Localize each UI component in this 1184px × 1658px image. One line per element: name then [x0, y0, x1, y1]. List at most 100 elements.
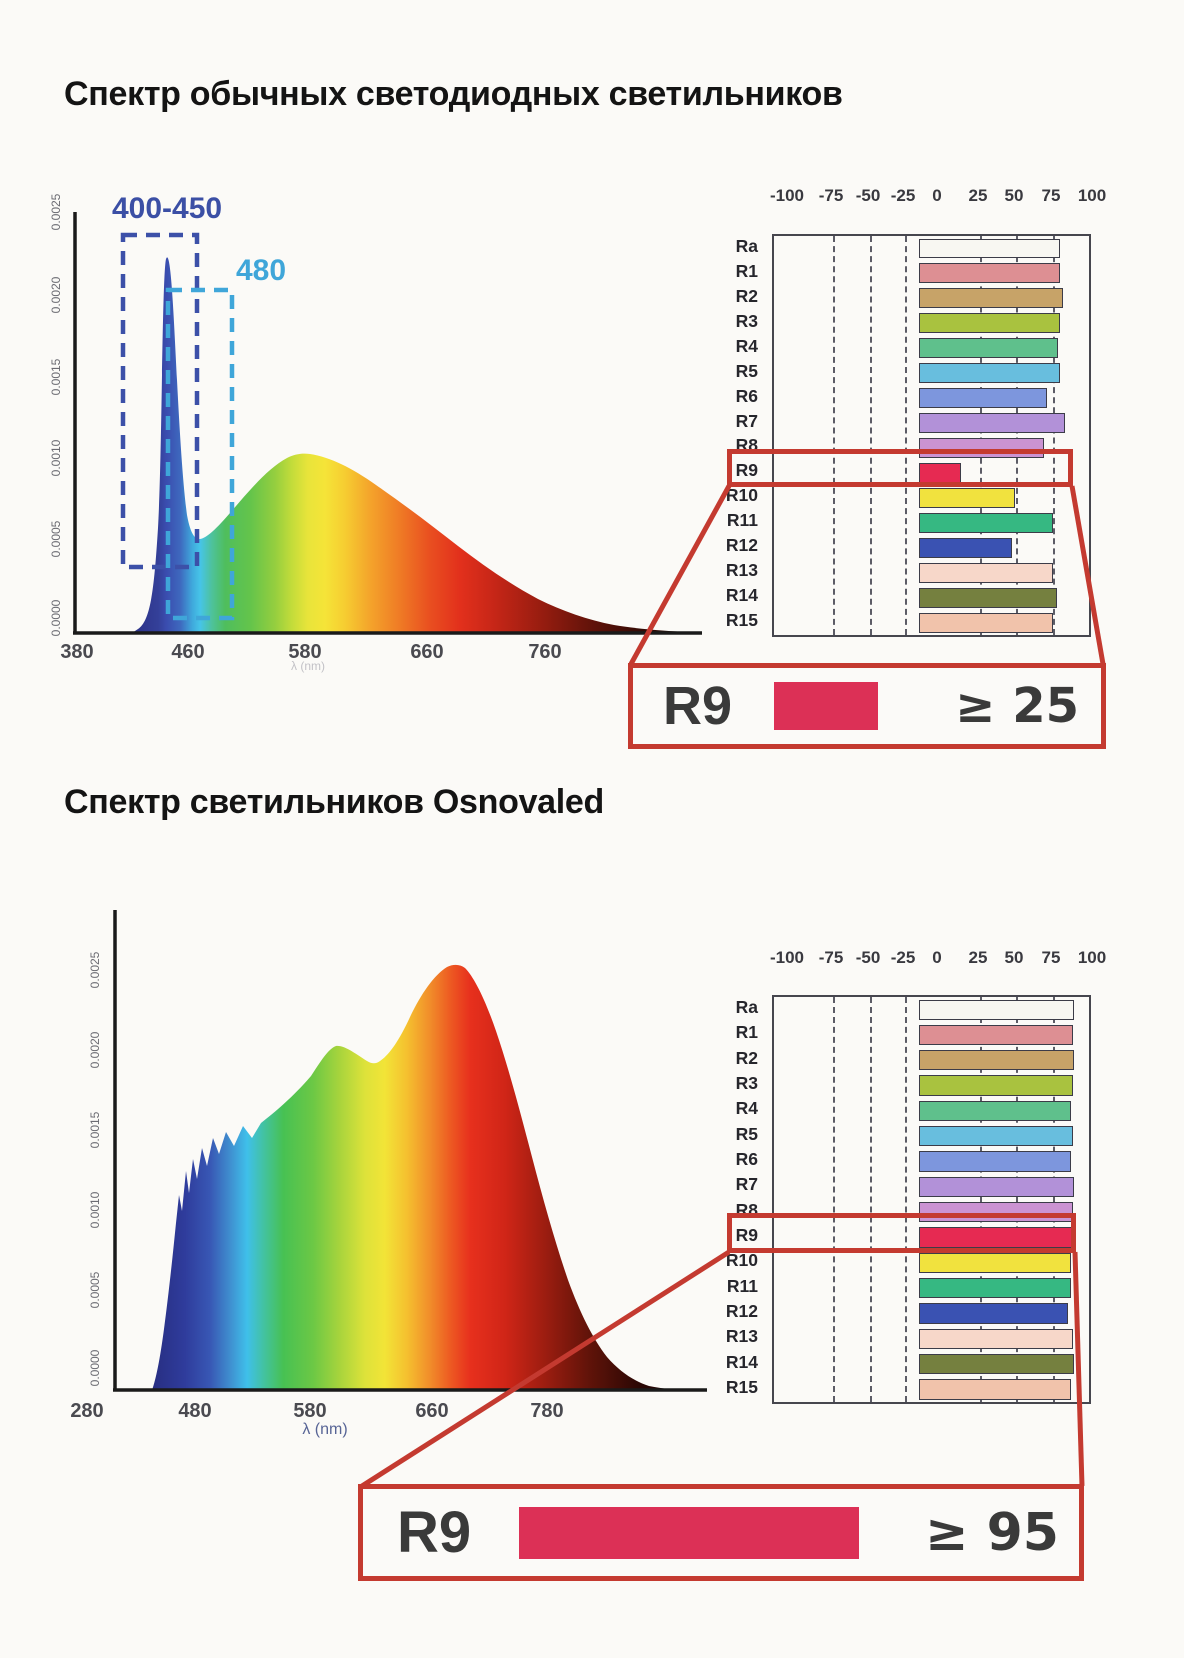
cri-row-labels: Ra R1 R2 R3 R4 R5 R6 R7 R8 R9 R10 R11 R12 R13 R14 R15	[700, 995, 764, 1400]
cri-gridline	[1016, 236, 1018, 635]
cri-axis-tick: 50	[1004, 186, 1024, 205]
cri-row-label-r4: R4	[735, 1098, 758, 1119]
cri-row-labels: Ra R1 R2 R3 R4 R5 R6 R7 R8 R9 R10 R11 R12 R13 R14 R15	[700, 234, 764, 633]
cri-row-label-r7: R7	[735, 1174, 758, 1195]
cri-axis-tick: -50	[855, 186, 881, 205]
cri-row-label-ra: Ra	[735, 235, 758, 256]
cri-row-r7	[774, 411, 1089, 436]
cri-bar-r4	[919, 1100, 1071, 1122]
cri-axis-tick: 75	[1041, 948, 1061, 967]
cri-row-r5	[774, 361, 1089, 386]
cri-axis-tick: 100	[1077, 186, 1107, 205]
cri-row-label-r13: R13	[725, 1326, 758, 1347]
cri-gridline	[870, 997, 872, 1402]
cri-row-label-r3: R3	[735, 310, 758, 331]
x-axis-title-typical: λ (nm)	[291, 659, 325, 673]
r9-highlight-rect-osnovaled	[727, 1213, 1076, 1253]
cri-row-r10	[774, 1250, 1089, 1275]
cri-row-label-r1: R1	[735, 260, 758, 281]
cri-axis-tick: -100	[769, 186, 805, 205]
cri-bar-r15	[919, 1379, 1071, 1400]
axis-tick-label: 480	[178, 1400, 211, 1422]
cri-row-r13	[774, 560, 1089, 585]
axis-tick-label: 0.0015	[49, 358, 63, 395]
cri-gridline	[905, 997, 907, 1402]
axis-tick-label: 0.0025	[88, 951, 102, 988]
axis-tick-label: 0.0000	[88, 1349, 102, 1386]
cri-row-label-r9: R9	[735, 1224, 758, 1245]
cri-gridline	[1016, 997, 1018, 1402]
cri-bar-r7	[919, 1176, 1075, 1197]
cri-bar-r2	[919, 1050, 1075, 1071]
cri-row-r11	[774, 510, 1089, 535]
cri-bar-r11	[919, 512, 1054, 533]
r9-summary-bar	[519, 1506, 860, 1559]
cri-axis-tick: 100	[1077, 948, 1107, 967]
cri-bar-r3	[919, 1075, 1073, 1096]
cri-bar-r6	[919, 388, 1047, 409]
r9-summary-value: ≥ 25	[955, 678, 1079, 734]
cri-axis-tick: 0	[932, 186, 942, 205]
cri-row-r4	[774, 336, 1089, 361]
cri-row-label-r3: R3	[735, 1073, 758, 1094]
axis-tick-label: 460	[171, 641, 204, 663]
cri-bar-r11	[919, 1277, 1071, 1299]
cri-plot-area	[772, 995, 1091, 1404]
axis-tick-label: 280	[70, 1400, 103, 1422]
cri-bar-r2	[919, 288, 1063, 309]
cri-row-label-r15: R15	[725, 1376, 758, 1397]
cri-row-label-r6: R6	[735, 385, 758, 406]
cri-axis-tick: 0	[932, 948, 942, 967]
cri-bar-r14	[919, 587, 1057, 608]
r9-summary-label: R9	[397, 1500, 472, 1565]
r9-summary-value: ≥ 95	[924, 1502, 1059, 1563]
cri-row-label-r11: R11	[726, 510, 758, 531]
cri-row-r2	[774, 286, 1089, 311]
spectrum-chart-osnovaled: λ (nm) 0.0025 0.0020 0.0015 0.0010 0.0005 0.0…	[55, 885, 720, 1445]
axis-tick-label: 0.0010	[88, 1191, 102, 1228]
cri-row-label-r6: R6	[735, 1149, 758, 1170]
cri-axis-tick: 25	[968, 186, 988, 205]
cri-row-label-r9: R9	[735, 460, 758, 481]
cri-bar-r5	[919, 363, 1060, 384]
cri-row-ra	[774, 236, 1089, 261]
cri-row-label-r4: R4	[735, 335, 758, 356]
cri-row-r14	[774, 585, 1089, 610]
title-typical-led: Спектр обычных светодиодных светильников	[64, 75, 843, 113]
cri-bar-r13	[919, 562, 1054, 583]
cri-bar-r7	[919, 413, 1065, 433]
range-box-400-450	[120, 232, 200, 570]
cri-row-label-r2: R2	[735, 285, 758, 306]
spectrum-area-typical	[132, 257, 688, 633]
axis-tick-label: 0.0005	[49, 520, 63, 557]
cri-row-label-r10: R10	[725, 485, 758, 506]
cri-gridline	[833, 997, 835, 1402]
axis-tick-label: 580	[288, 641, 321, 663]
axis-tick-label: 580	[293, 1400, 326, 1422]
spectrum-chart-typical-led: 400-450 480 λ (nm) 0.0025 0.0020 0.0015 0.0…	[40, 170, 720, 680]
cri-row-r10	[774, 485, 1089, 510]
r9-summary-osnovaled: R9 ≥ 95	[358, 1484, 1084, 1581]
cri-row-label-r15: R15	[725, 610, 758, 631]
cri-row-r13	[774, 1326, 1089, 1351]
r9-highlight-rect-typical	[727, 449, 1073, 487]
cri-bar-r14	[919, 1353, 1075, 1375]
axis-tick-label: 780	[530, 1400, 563, 1422]
cri-bar-r5	[919, 1126, 1073, 1147]
cri-axis-tick: -75	[818, 186, 844, 205]
cri-axis-tick: 75	[1041, 186, 1061, 205]
axis-tick-label: 0.0025	[49, 193, 63, 230]
cri-row-r4	[774, 1098, 1089, 1123]
axis-tick-label: 760	[528, 641, 561, 663]
cri-gridline	[980, 997, 982, 1402]
cri-row-r14	[774, 1351, 1089, 1376]
axis-tick-label: 0.0010	[49, 439, 63, 476]
cri-bar-ra	[919, 238, 1060, 259]
cri-bar-r4	[919, 338, 1059, 359]
cri-row-r2	[774, 1048, 1089, 1073]
cri-table-typical-led: -100 -75 -50 -25 0 25 50 75 100 Ra R1 R2 R3 R4 R5 R6 R7…	[700, 180, 1120, 650]
cri-gridline	[870, 236, 872, 635]
axis-tick-label: 660	[410, 641, 443, 663]
cri-axis-tick: -50	[855, 948, 881, 967]
